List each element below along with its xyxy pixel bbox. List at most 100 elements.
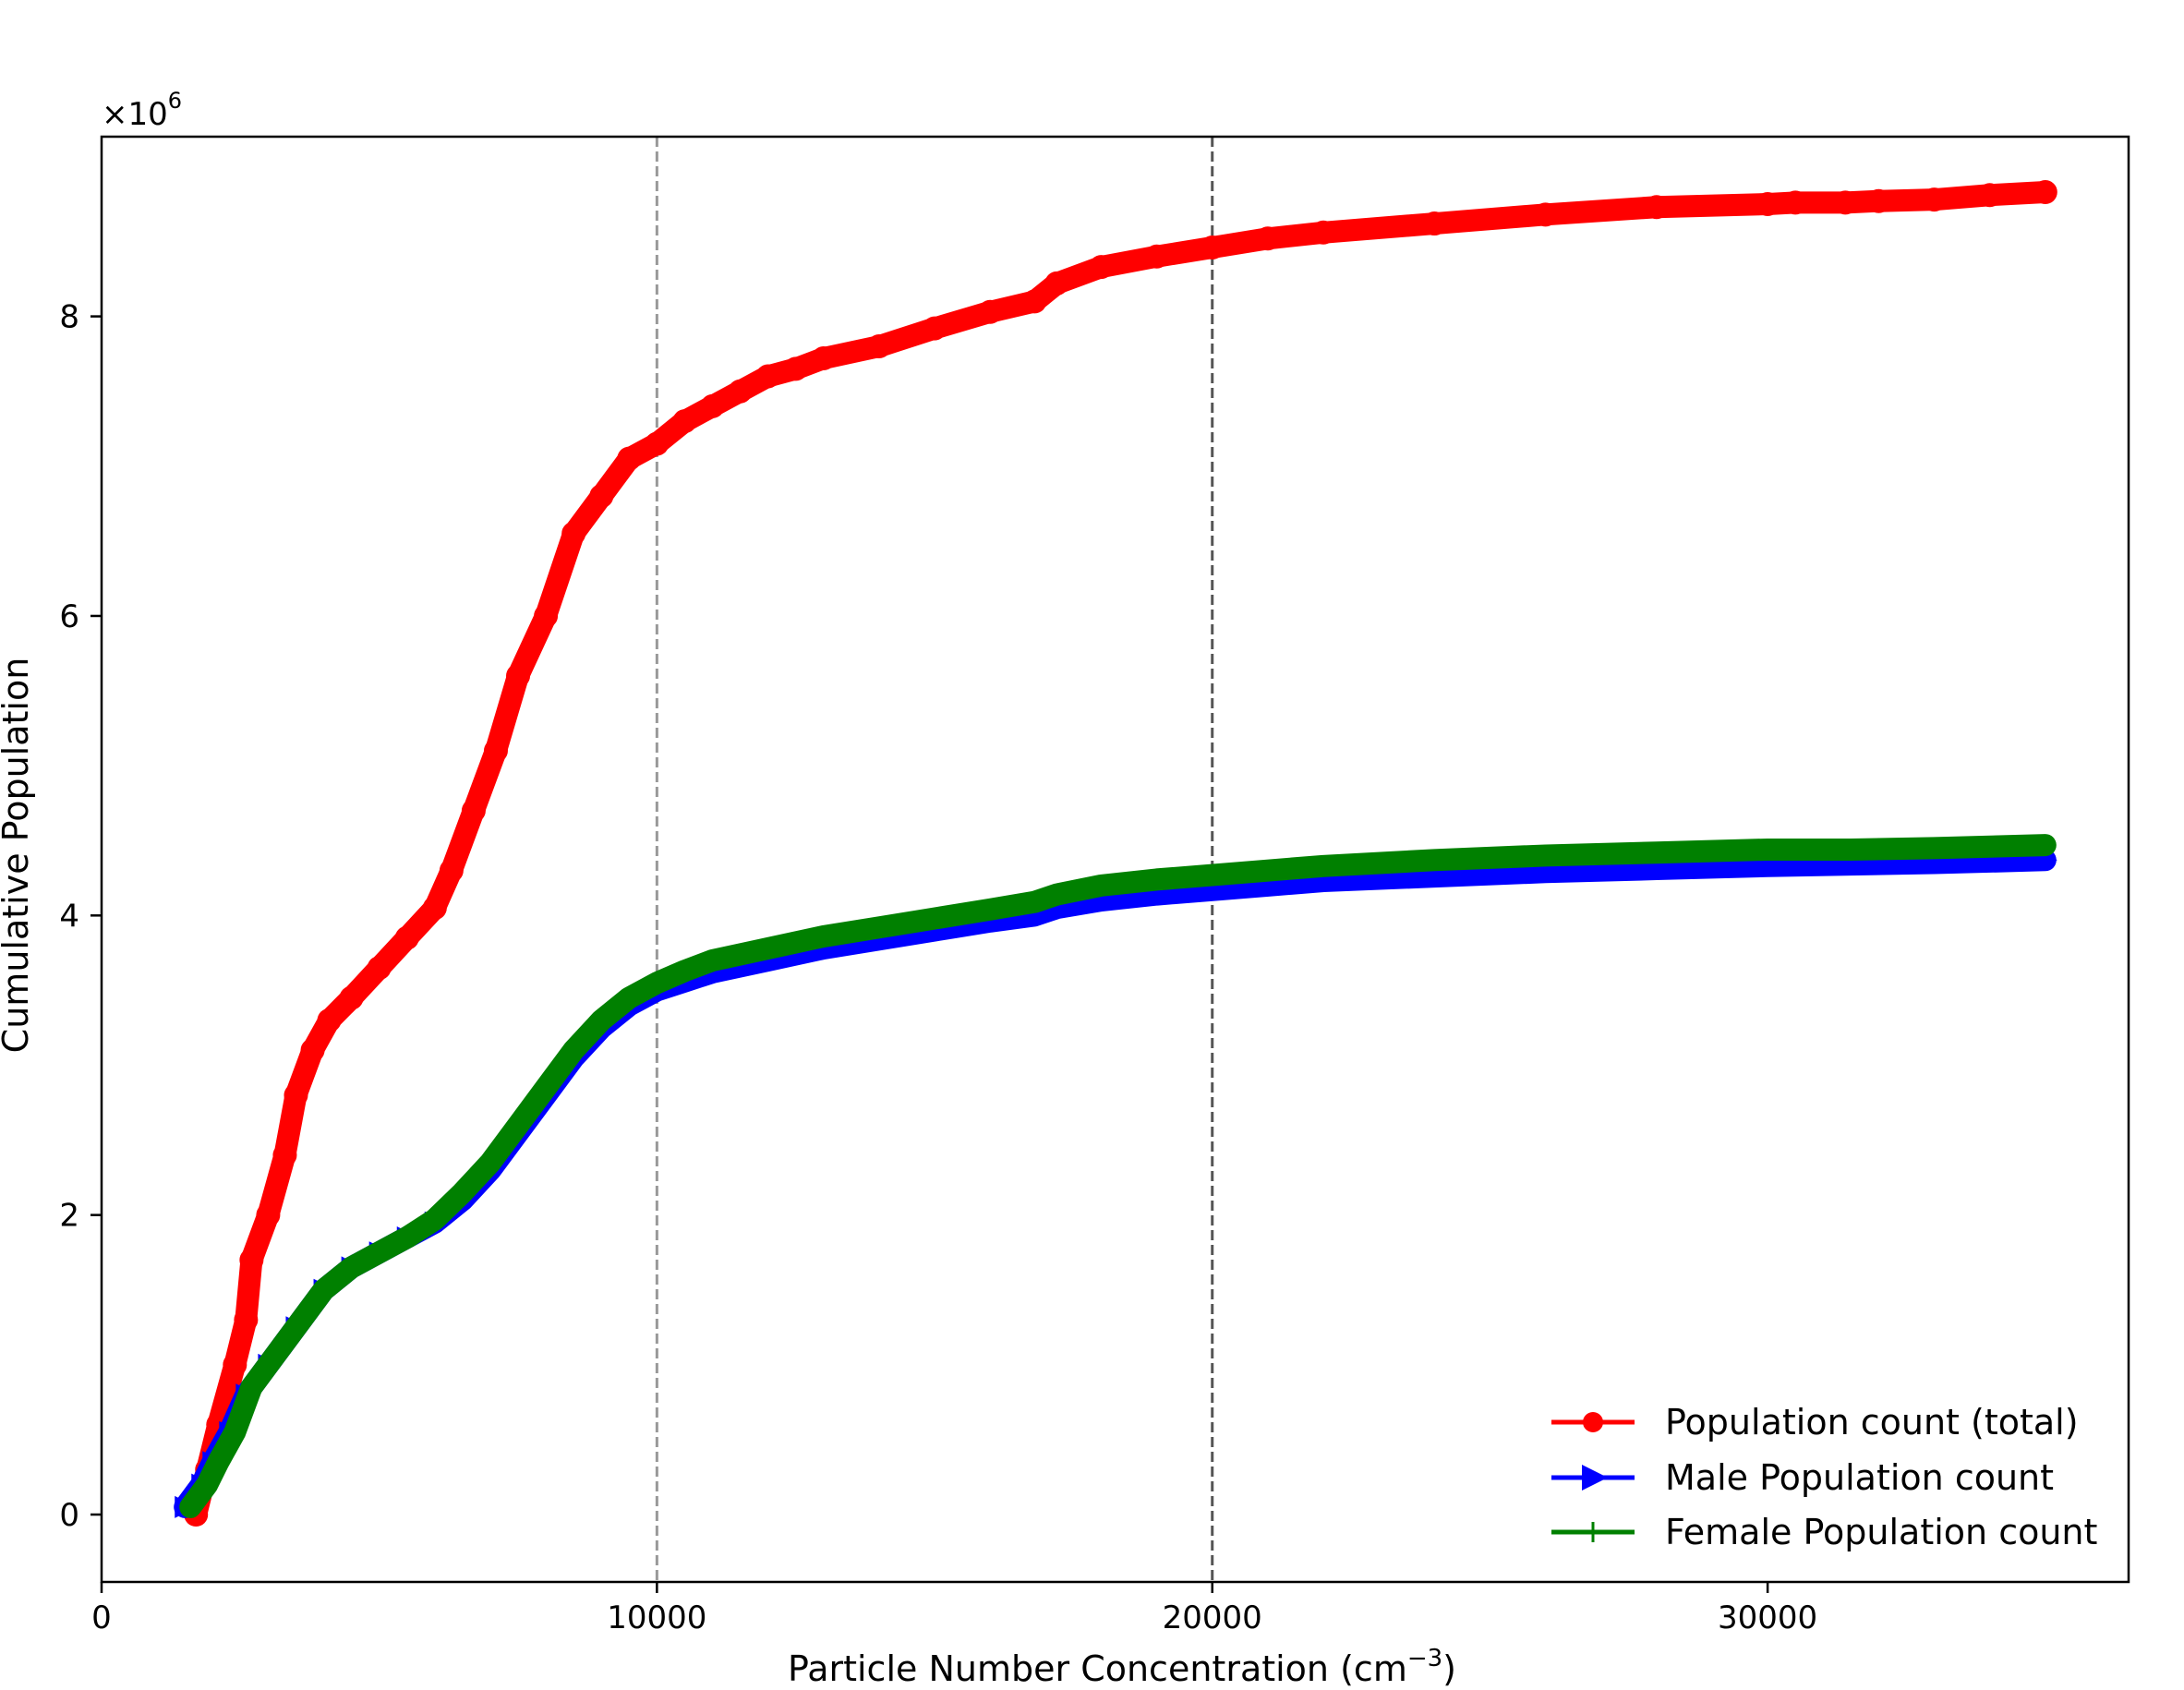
data-point <box>341 1257 362 1278</box>
data-point <box>1255 226 1280 251</box>
legend-item-total: Population count (total) <box>1551 1402 2079 1443</box>
data-point <box>700 393 725 418</box>
data-point <box>461 798 486 823</box>
data-point <box>208 1452 229 1473</box>
legend-label-total: Population count (total) <box>1665 1402 2079 1443</box>
data-point <box>239 1248 264 1273</box>
data-point <box>1044 271 1069 296</box>
data-point <box>1977 183 2002 208</box>
data-point <box>180 1496 201 1517</box>
data-point <box>1024 891 1045 912</box>
y-tick-label: 8 <box>59 299 79 336</box>
data-point <box>483 738 508 763</box>
legend-item-female: Female Population count <box>1551 1512 2097 1552</box>
data-point <box>1533 202 1558 227</box>
data-point <box>1756 191 1780 216</box>
data-point <box>1201 864 1223 886</box>
x-tick-label: 10000 <box>607 1599 706 1636</box>
data-point <box>702 949 723 971</box>
data-point <box>591 1009 612 1031</box>
plot-frame <box>100 135 2130 1584</box>
data-point <box>617 446 642 471</box>
legend-marker-total <box>1583 1412 1603 1432</box>
y-tick-label: 6 <box>59 598 79 635</box>
data-point <box>980 899 1001 920</box>
data-point <box>272 1142 297 1167</box>
data-point <box>256 1202 281 1227</box>
data-point <box>1046 884 1068 905</box>
y-tick-label: 0 <box>59 1497 79 1534</box>
data-point <box>672 409 697 434</box>
data-point <box>422 896 447 921</box>
series-female <box>179 834 2057 1518</box>
data-point <box>300 1038 325 1063</box>
data-point <box>339 985 364 1010</box>
data-point <box>1833 190 1858 215</box>
offset-exponent: 6 <box>168 88 182 114</box>
legend-marker-female <box>1583 1522 1603 1542</box>
data-point <box>866 334 891 359</box>
data-point <box>452 1182 473 1203</box>
legend-label-female: Female Population count <box>1665 1512 2097 1552</box>
data-point <box>1200 235 1225 260</box>
x-axis-label-main: Particle Number Concentration (cm <box>788 1648 1407 1689</box>
data-point <box>479 1152 501 1173</box>
data-point <box>263 1346 284 1368</box>
data-point <box>1022 289 1047 314</box>
data-point <box>924 908 946 929</box>
data-point <box>534 603 559 628</box>
data-point <box>367 956 392 981</box>
data-point <box>284 1082 308 1107</box>
data-point <box>1646 842 1667 863</box>
data-point <box>563 1040 585 1061</box>
data-point <box>1644 195 1669 220</box>
data-point <box>645 431 670 456</box>
data-point <box>813 926 834 948</box>
data-point <box>291 1310 312 1331</box>
data-point <box>755 364 780 389</box>
data-point <box>224 1421 246 1443</box>
data-point <box>868 917 889 938</box>
data-point <box>536 1077 557 1098</box>
legend: Population count (total) Male Population… <box>1533 1390 2106 1565</box>
x-axis-label-suffix: ) <box>1442 1648 1456 1689</box>
data-point <box>589 484 614 509</box>
data-point <box>1313 855 1334 876</box>
data-point <box>783 356 808 381</box>
x-axis-label: Particle Number Concentration (cm−3) <box>788 1645 1456 1689</box>
data-point <box>394 925 419 950</box>
data-point <box>1422 211 1447 236</box>
series-total <box>184 180 2057 1527</box>
data-point <box>313 1279 334 1300</box>
data-point <box>1535 845 1556 866</box>
legend-marker-male <box>1582 1465 1608 1491</box>
data-point <box>1311 220 1336 245</box>
data-point <box>506 663 531 688</box>
data-point <box>396 1226 417 1248</box>
data-point <box>1146 869 1167 890</box>
data-point <box>234 1308 259 1333</box>
offset-text: ×106 <box>102 88 182 133</box>
y-tick-label: 4 <box>59 898 79 935</box>
data-point <box>2034 835 2056 856</box>
x-tick-label: 30000 <box>1718 1599 1817 1636</box>
y-tick-label: 2 <box>59 1198 79 1235</box>
data-point <box>241 1377 262 1398</box>
data-point <box>674 960 695 982</box>
data-point <box>728 379 753 404</box>
data-point <box>223 1352 247 1377</box>
data-point <box>1924 838 1945 859</box>
data-point <box>197 1474 218 1495</box>
data-point <box>1922 187 1947 212</box>
x-tick-label: 20000 <box>1163 1599 1262 1636</box>
data-point <box>439 858 464 883</box>
data-point <box>508 1115 529 1136</box>
data-point <box>1257 860 1278 881</box>
data-point <box>317 1008 342 1032</box>
data-point <box>978 299 1003 324</box>
data-point <box>1757 839 1779 860</box>
data-point <box>1840 839 1862 860</box>
y-axis-label: Cumulative Population <box>0 658 36 1054</box>
data-point <box>1783 190 1808 215</box>
